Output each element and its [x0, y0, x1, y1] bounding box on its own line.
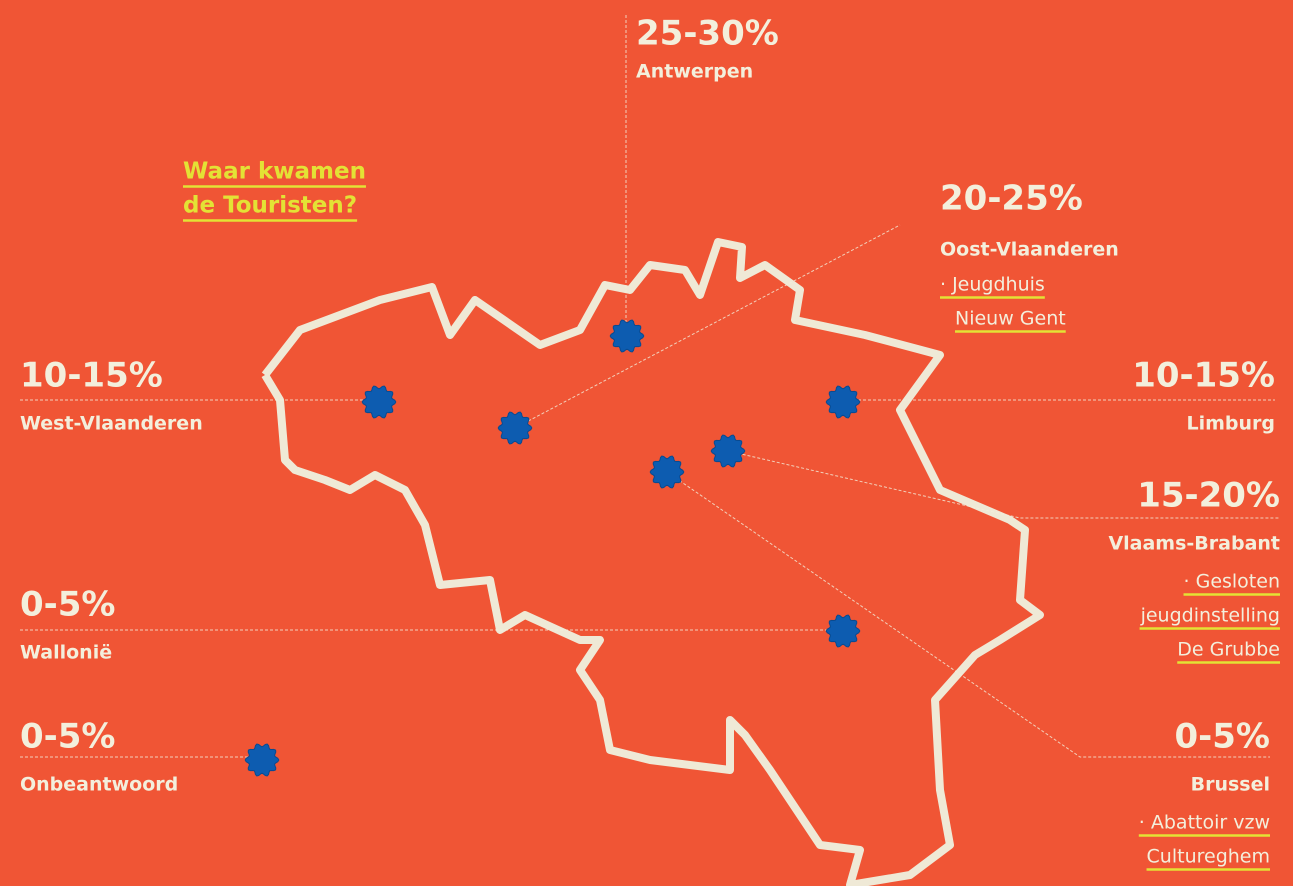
- range-label: 0-5%: [1175, 717, 1271, 757]
- range-label: 0-5%: [20, 717, 116, 757]
- range-label: 15-20%: [1137, 476, 1280, 516]
- location-dot: [825, 385, 861, 419]
- location-dot: [710, 434, 746, 468]
- region-name: Brussel: [1191, 774, 1270, 796]
- venue-link[interactable]: · Abattoir vzw: [1139, 812, 1270, 834]
- range-label: 0-5%: [20, 585, 116, 625]
- venue-link[interactable]: jeugdinstelling: [1140, 605, 1280, 627]
- venue-link[interactable]: · Gesloten: [1184, 571, 1280, 593]
- leader-line: [727, 450, 1280, 519]
- location-dot: [497, 411, 533, 445]
- region-name: Oost-Vlaanderen: [940, 239, 1119, 261]
- location-dot: [649, 455, 685, 489]
- title-line: de Touristen?: [183, 193, 357, 219]
- region-name: West-Vlaanderen: [20, 413, 203, 435]
- range-label: 20-25%: [940, 179, 1083, 219]
- location-dot: [609, 319, 645, 353]
- location-dot: [825, 614, 861, 648]
- leader-line: [514, 224, 901, 429]
- range-label: 25-30%: [636, 14, 779, 54]
- range-label: 10-15%: [20, 356, 163, 396]
- belgium-outline: [261, 238, 1044, 886]
- venue-link[interactable]: Cultureghem: [1147, 846, 1270, 868]
- venue-link[interactable]: Nieuw Gent: [955, 308, 1066, 330]
- location-dot: [244, 743, 280, 777]
- venue-link[interactable]: · Jeugdhuis: [940, 274, 1045, 296]
- region-name: Wallonië: [20, 642, 112, 664]
- region-name: Limburg: [1186, 413, 1275, 435]
- range-label: 10-15%: [1132, 356, 1275, 396]
- region-name: Onbeantwoord: [20, 774, 178, 796]
- region-name: Vlaams-Brabant: [1108, 533, 1280, 555]
- title-line: Waar kwamen: [183, 159, 366, 185]
- location-dot: [361, 385, 397, 419]
- venue-link[interactable]: De Grubbe: [1177, 639, 1280, 661]
- leader-line: [666, 471, 1270, 758]
- region-name: Antwerpen: [636, 61, 753, 83]
